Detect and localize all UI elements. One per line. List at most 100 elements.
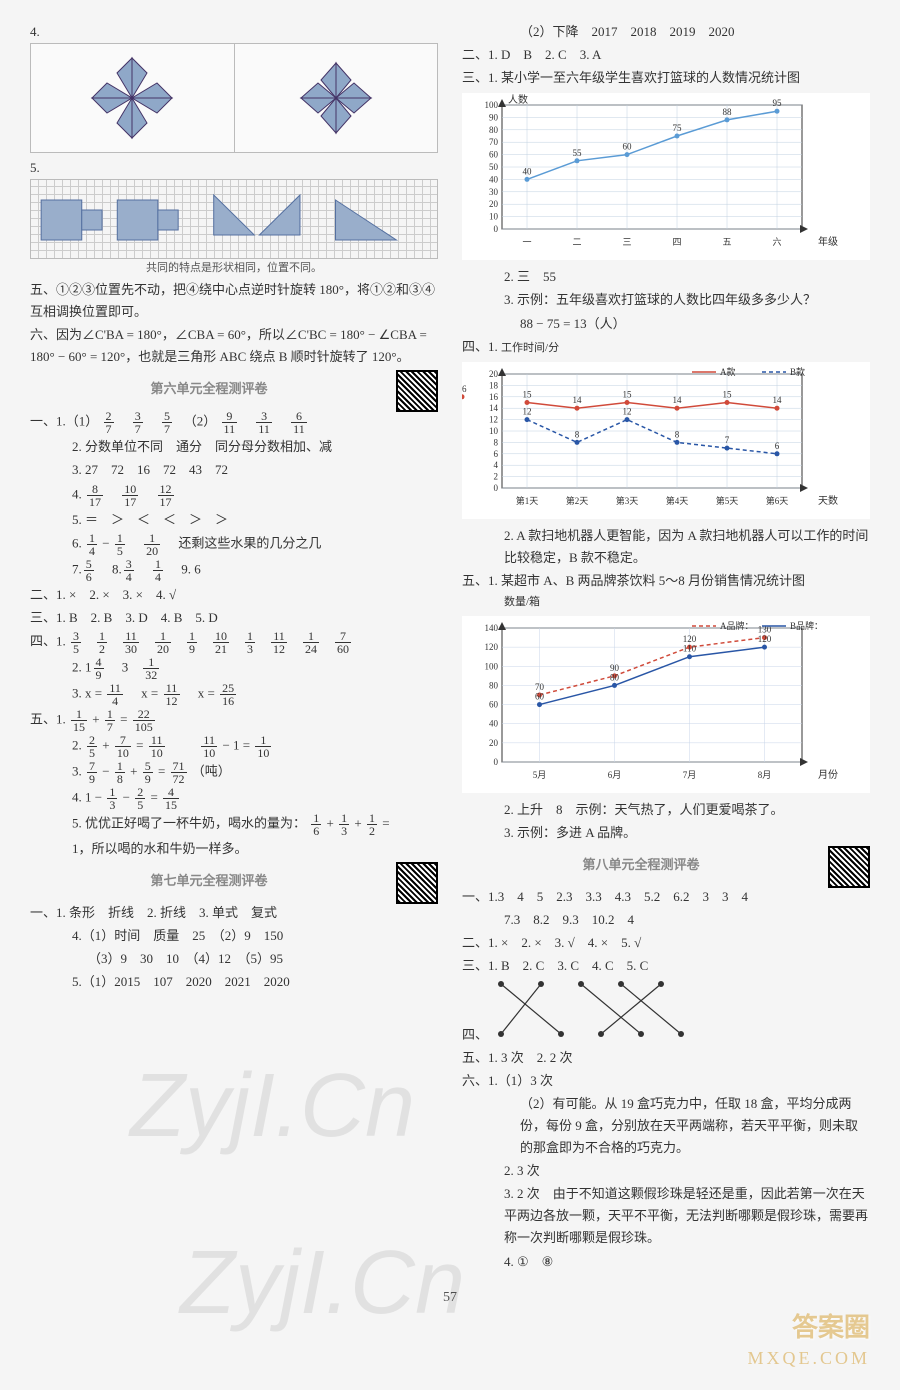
chart1: 0102030405060708090100一二三四五六年级4055607588… [462, 93, 870, 260]
u6-y1-5: 5. ＝ ＞ ＜ ＜ ＞ ＞ [30, 509, 438, 531]
r-y3-2: 2. 三 55 [462, 266, 870, 288]
r-y3: 三、1. 某小学一至六年级学生喜欢打篮球的人数情况统计图 [462, 67, 870, 89]
svg-text:五: 五 [722, 237, 731, 247]
svg-text:第3天: 第3天 [616, 495, 639, 506]
svg-text:50: 50 [489, 162, 499, 172]
svg-text:10: 10 [489, 212, 499, 222]
svg-text:六: 六 [772, 236, 781, 247]
svg-text:B品牌：: B品牌： [790, 620, 823, 631]
r-y5: 五、1. 某超市 A、B 两品牌茶饮料 5～8 月份销售情况统计图 [462, 570, 870, 592]
svg-text:20: 20 [489, 738, 499, 748]
svg-text:4: 4 [494, 460, 499, 470]
u8-y6-4: 4. ① ⑧ [462, 1251, 870, 1273]
svg-text:20: 20 [489, 369, 499, 379]
u6-y5-1: 五、1. 115 + 17 = 22105 [30, 708, 438, 733]
svg-text:120: 120 [758, 634, 772, 644]
svg-text:二: 二 [572, 237, 581, 247]
svg-text:14: 14 [573, 395, 583, 405]
u6-y5-4: 4. 1 − 13 − 25 = 415 [30, 786, 438, 811]
svg-text:7: 7 [725, 435, 730, 445]
q4: 4. [30, 21, 438, 153]
sec5: 五、①②③位置先不动，把④绕中心点逆时针旋转 180°，将①②和③④互相调换位置… [30, 279, 438, 323]
left-column: 4. [30, 20, 438, 1274]
svg-text:40: 40 [489, 719, 499, 729]
qr-icon [396, 370, 438, 412]
svg-text:A款: A款 [720, 366, 736, 377]
chart2: 02468101214161820第1天第2天第3天第4天第5天第6天天数151… [462, 362, 870, 519]
sec6: 六、因为∠C'BA = 180°，∠CBA = 60°，所以∠C'BC = 18… [30, 324, 438, 368]
u6-y5-3: 3. 79 − 18 + 59 = 7172 （吨） [30, 760, 438, 785]
svg-text:140: 140 [485, 623, 499, 633]
svg-text:6: 6 [775, 441, 780, 451]
svg-text:40: 40 [489, 175, 499, 185]
u7-y1-4: 4.（1）时间 质量 25 （2）9 150 [30, 925, 438, 947]
q4-left-pane [31, 44, 235, 152]
u6-y1-2: 2. 分数单位不同 通分 同分母分数相加、减 [30, 436, 438, 458]
qr-icon [828, 846, 870, 888]
u6-y1-7-9: 7.56 8.34 14 9. 6 [30, 558, 438, 583]
svg-text:30: 30 [489, 187, 499, 197]
r-y4: 四、1. 工作时间/分 [462, 336, 870, 358]
r-y5-ylabel: 数量/箱 [462, 593, 870, 612]
u6-y1-1: 一、1.（1） 27 37 57 （2） 911 311 611 [30, 410, 438, 435]
svg-text:12: 12 [523, 406, 532, 416]
r-y3-3a: 3. 示例：五年级喜欢打篮球的人数比四年级多多少人？ [462, 289, 870, 311]
u6-y5-2: 2. 25 + 710 = 1110 1110 − 1 = 110 [30, 734, 438, 759]
u8-y5: 五、1. 3 次 2. 2 次 [462, 1047, 870, 1069]
u6-y3: 三、1. B 2. B 3. D 4. B 5. D [30, 607, 438, 629]
svg-text:10: 10 [489, 426, 499, 436]
svg-text:95: 95 [773, 98, 783, 108]
q5-label: 5. [30, 160, 40, 175]
svg-text:12: 12 [623, 406, 632, 416]
unit7-heading: 第七单元全程测评卷 [30, 870, 388, 892]
q4-right-pane [235, 44, 438, 152]
u8-y1b: 7.3 8.2 9.3 10.2 4 [462, 909, 870, 931]
svg-text:天数: 天数 [818, 494, 838, 507]
svg-text:15: 15 [623, 389, 633, 399]
svg-text:6月: 6月 [608, 770, 622, 780]
svg-text:B款: B款 [790, 366, 805, 377]
watermark-site: MXQE.COM [747, 1343, 870, 1374]
svg-text:8月: 8月 [758, 770, 772, 780]
svg-text:第6天: 第6天 [766, 495, 789, 506]
u7-y1-5: 5.（1）2015 107 2020 2021 2020 [30, 971, 438, 993]
svg-text:20: 20 [489, 199, 499, 209]
r-y5-3: 3. 示例：多进 A 品牌。 [462, 822, 870, 844]
svg-text:四: 四 [672, 237, 681, 247]
q5: 5. 共同的特点是形状相同，位置不同。 [30, 157, 438, 278]
svg-text:80: 80 [489, 125, 499, 135]
chart3: 0204060801001201405月6月7月8月月份709012013060… [462, 616, 870, 793]
svg-text:0: 0 [494, 483, 499, 493]
svg-text:8: 8 [675, 429, 680, 439]
svg-text:16: 16 [489, 392, 499, 402]
u6-y1-4: 4. 817 1017 1217 [30, 483, 438, 508]
svg-text:90: 90 [610, 663, 620, 673]
qr-icon [396, 862, 438, 904]
svg-text:60: 60 [623, 142, 633, 152]
svg-text:100: 100 [485, 661, 499, 671]
watermark-logo: 答案圈 [792, 1306, 870, 1350]
u6-y5-5: 5. 优优正好喝了一杯牛奶，喝水的量为： 16 + 13 + 12 = [30, 812, 438, 837]
svg-text:14: 14 [489, 403, 499, 413]
svg-text:第5天: 第5天 [716, 495, 739, 506]
svg-text:88: 88 [723, 107, 733, 117]
u6-y2: 二、1. × 2. × 3. × 4. √ [30, 584, 438, 606]
r-y5-2: 2. 上升 8 示例：天气热了，人们更爱喝茶了。 [462, 799, 870, 821]
svg-text:14: 14 [773, 395, 783, 405]
u6-y4-3: 3. x = 114 x = 1112 x = 2516 [30, 682, 438, 707]
u6-y4-2: 2. 149 3 132 [30, 656, 438, 681]
u6-y1-3: 3. 27 72 16 72 43 72 [30, 459, 438, 481]
svg-text:15: 15 [523, 389, 533, 399]
u7-y1-1: 一、1. 条形 折线 2. 折线 3. 单式 复式 [30, 902, 438, 924]
svg-text:120: 120 [683, 634, 697, 644]
q4-label: 4. [30, 24, 40, 39]
svg-text:0: 0 [494, 757, 499, 767]
svg-text:一: 一 [522, 237, 531, 247]
svg-text:60: 60 [535, 691, 545, 701]
q4-caption: 共同的特点是形状相同，位置不同。 [30, 259, 438, 278]
svg-text:18: 18 [489, 380, 499, 390]
u7-y1-4b: （3）9 30 10 （4）12 （5）95 [30, 948, 438, 970]
u8-y2: 二、1. × 2. × 3. √ 4. × 5. √ [462, 932, 870, 954]
u8-y6-3: 3. 2 次 由于不知道这颗假珍珠是轻还是重，因此若第一次在天平两边各放一颗，天… [462, 1183, 870, 1249]
svg-text:8: 8 [494, 437, 499, 447]
